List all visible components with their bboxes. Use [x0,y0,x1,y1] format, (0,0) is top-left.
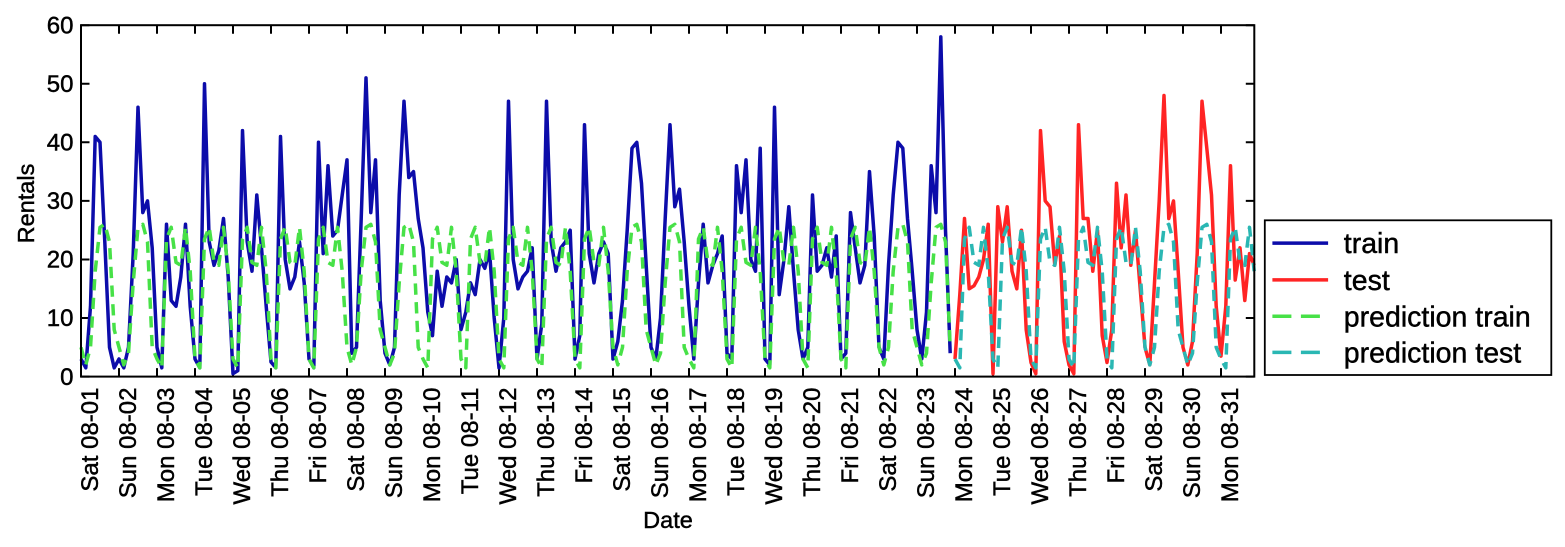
svg-text:Mon 08-03: Mon 08-03 [153,388,180,503]
svg-text:Fri 08-07: Fri 08-07 [305,388,332,484]
svg-text:test: test [1344,265,1390,297]
svg-text:Thu 08-27: Thu 08-27 [1065,388,1092,497]
svg-text:Mon 08-24: Mon 08-24 [951,388,978,503]
svg-text:Sun 08-02: Sun 08-02 [115,388,142,499]
svg-text:Sat 08-01: Sat 08-01 [77,388,104,492]
svg-text:Tue 08-18: Tue 08-18 [723,388,750,497]
svg-text:prediction train: prediction train [1344,301,1531,333]
svg-text:Wed 08-05: Wed 08-05 [229,388,256,505]
svg-text:10: 10 [47,305,74,332]
svg-text:prediction test: prediction test [1344,337,1522,369]
svg-text:20: 20 [47,247,74,274]
svg-text:Thu 08-20: Thu 08-20 [799,388,826,497]
svg-text:Mon 08-17: Mon 08-17 [685,388,712,503]
svg-text:Wed 08-12: Wed 08-12 [495,388,522,505]
svg-text:Tue 08-04: Tue 08-04 [191,388,218,497]
svg-text:Sat 08-15: Sat 08-15 [609,388,636,492]
svg-text:Wed 08-19: Wed 08-19 [761,388,788,505]
svg-text:Fri 08-28: Fri 08-28 [1103,388,1130,484]
svg-text:Mon 08-10: Mon 08-10 [419,388,446,503]
svg-text:Tue 08-25: Tue 08-25 [989,388,1016,497]
svg-text:Wed 08-26: Wed 08-26 [1027,388,1054,505]
svg-text:Sun 08-23: Sun 08-23 [913,388,940,499]
svg-text:0: 0 [60,364,73,391]
svg-text:50: 50 [47,71,74,98]
svg-text:Rentals: Rentals [13,164,39,244]
svg-text:Tue 08-11: Tue 08-11 [457,388,484,495]
svg-text:train: train [1344,228,1399,260]
svg-text:Sat 08-22: Sat 08-22 [875,388,902,492]
svg-text:Fri 08-21: Fri 08-21 [837,388,864,484]
svg-text:60: 60 [47,12,74,39]
svg-text:Date: Date [643,507,693,533]
svg-text:Sun 08-30: Sun 08-30 [1179,388,1206,499]
svg-text:Fri 08-14: Fri 08-14 [571,388,598,484]
svg-text:Thu 08-13: Thu 08-13 [533,388,560,497]
svg-text:40: 40 [47,130,74,157]
svg-text:Sat 08-29: Sat 08-29 [1141,388,1168,492]
svg-text:Thu 08-06: Thu 08-06 [267,388,294,497]
svg-text:Sun 08-09: Sun 08-09 [381,388,408,499]
svg-text:30: 30 [47,188,74,215]
svg-text:Sat 08-08: Sat 08-08 [343,388,370,492]
svg-text:Sun 08-16: Sun 08-16 [647,388,674,499]
svg-text:Mon 08-31: Mon 08-31 [1217,388,1244,503]
